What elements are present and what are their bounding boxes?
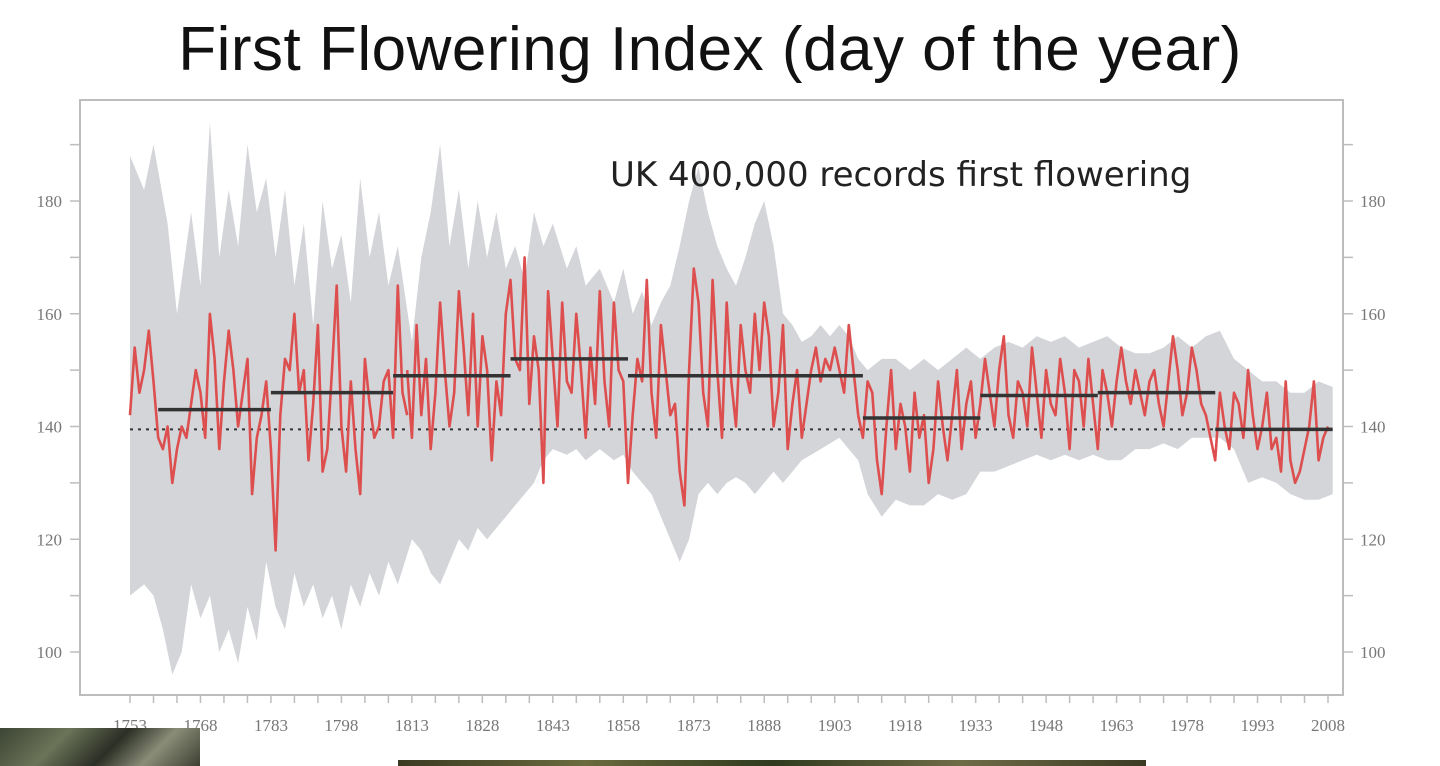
uncertainty-band-area — [130, 122, 1333, 675]
series-group — [128, 256, 1330, 552]
x-tick-label: 1918 — [888, 716, 922, 735]
y-tick-label-right: 120 — [1360, 530, 1386, 549]
x-tick-label: 1813 — [395, 716, 429, 735]
chart-title: First Flowering Index (day of the year) — [178, 15, 1242, 84]
y-tick-label-right: 160 — [1360, 305, 1386, 324]
y-tick-label-left: 100 — [37, 643, 63, 662]
x-tick-label: 1783 — [254, 716, 288, 735]
x-tick-label: 1963 — [1100, 716, 1134, 735]
y-tick-label-right: 140 — [1360, 418, 1386, 437]
y-axis-left: 100 120 140 160 180 — [37, 143, 80, 662]
x-tick-label: 1933 — [959, 716, 993, 735]
chart-annotation: UK 400,000 records first flowering — [610, 155, 1191, 195]
y-tick-label-left: 120 — [37, 530, 63, 549]
period-means-group — [158, 357, 1333, 432]
plant-photo-bottom — [398, 760, 1146, 766]
x-tick-label: 1858 — [606, 716, 640, 735]
y-axis-right: 100 120 140 160 180 — [1343, 143, 1386, 662]
x-tick-label: 1978 — [1170, 716, 1204, 735]
x-tick-label: 1993 — [1241, 716, 1275, 735]
x-tick-label: 2008 — [1311, 716, 1345, 735]
series-line-3 — [856, 335, 1330, 496]
series-line-2 — [405, 256, 860, 507]
x-tick-label: 1903 — [818, 716, 852, 735]
x-tick-label: 1828 — [465, 716, 499, 735]
x-tick-label: 1798 — [324, 716, 358, 735]
y-tick-label-left: 160 — [37, 305, 63, 324]
x-tick-label: 1888 — [747, 716, 781, 735]
y-tick-label-left: 140 — [37, 418, 63, 437]
y-tick-label-right: 100 — [1360, 643, 1386, 662]
series-line-1 — [128, 284, 409, 552]
x-tick-label: 1873 — [677, 716, 711, 735]
y-tick-label-right: 180 — [1360, 192, 1386, 211]
x-axis: 1753 1768 1783 1798 1813 1828 1843 1858 1873 1888… — [113, 695, 1345, 735]
x-tick-label: 1948 — [1029, 716, 1063, 735]
uncertainty-band — [130, 122, 1333, 675]
plant-photo-left — [0, 728, 200, 766]
y-tick-label-left: 180 — [37, 192, 63, 211]
x-tick-label: 1843 — [536, 716, 570, 735]
